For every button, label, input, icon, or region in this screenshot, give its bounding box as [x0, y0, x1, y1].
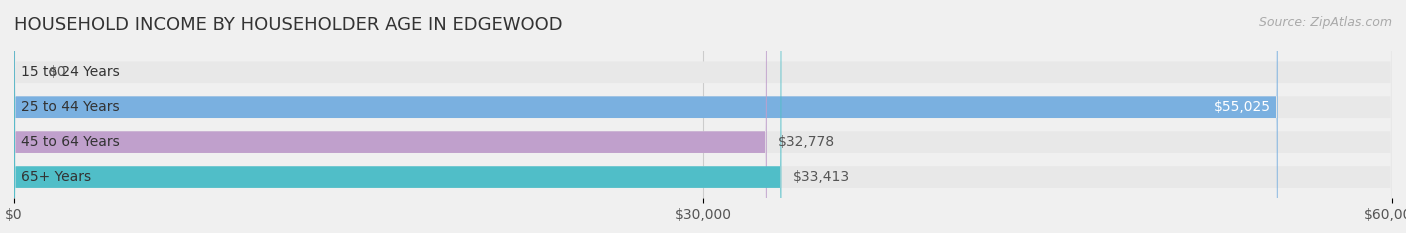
Text: HOUSEHOLD INCOME BY HOUSEHOLDER AGE IN EDGEWOOD: HOUSEHOLD INCOME BY HOUSEHOLDER AGE IN E… [14, 16, 562, 34]
Text: 45 to 64 Years: 45 to 64 Years [21, 135, 120, 149]
FancyBboxPatch shape [14, 0, 1392, 233]
Text: $0: $0 [48, 65, 66, 79]
Text: $33,413: $33,413 [793, 170, 849, 184]
FancyBboxPatch shape [14, 0, 1392, 233]
FancyBboxPatch shape [14, 0, 1392, 233]
FancyBboxPatch shape [14, 0, 766, 233]
Text: 25 to 44 Years: 25 to 44 Years [21, 100, 120, 114]
Text: Source: ZipAtlas.com: Source: ZipAtlas.com [1258, 16, 1392, 29]
Text: $55,025: $55,025 [1213, 100, 1271, 114]
FancyBboxPatch shape [14, 0, 1392, 233]
FancyBboxPatch shape [14, 0, 782, 233]
Text: $32,778: $32,778 [778, 135, 835, 149]
Text: 15 to 24 Years: 15 to 24 Years [21, 65, 120, 79]
FancyBboxPatch shape [14, 0, 1278, 233]
Text: 65+ Years: 65+ Years [21, 170, 91, 184]
